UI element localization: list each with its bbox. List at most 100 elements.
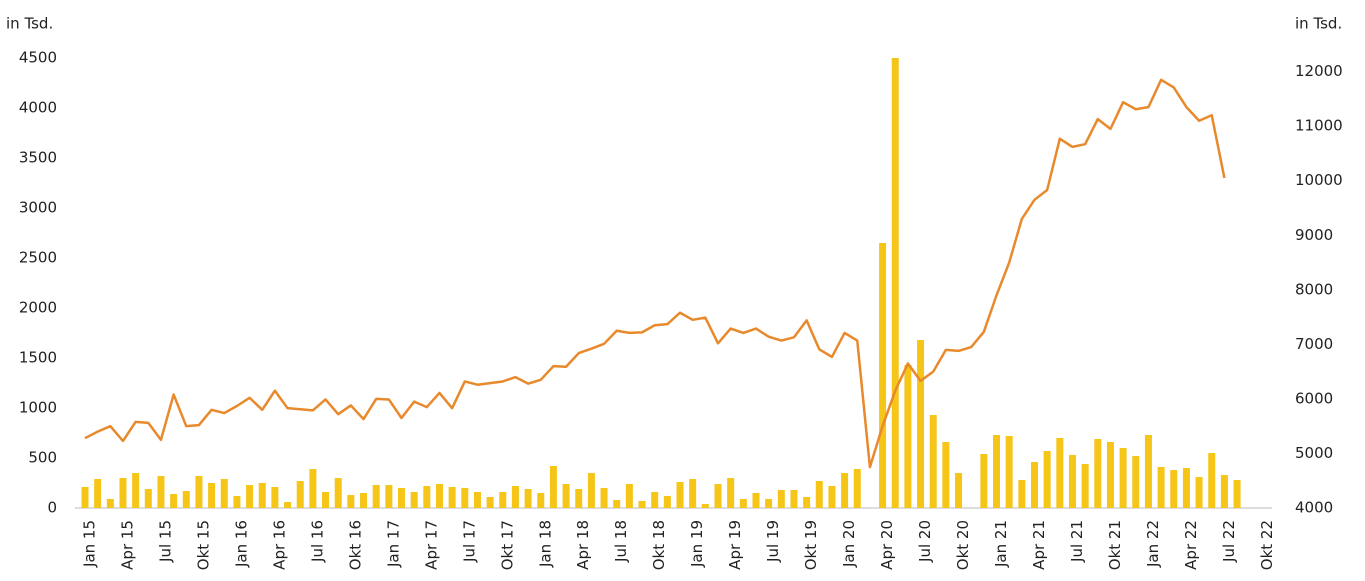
- bar: [208, 483, 216, 508]
- x-tick-label: Jan 18: [536, 520, 554, 568]
- bar: [511, 486, 519, 508]
- bar: [828, 486, 836, 508]
- bar: [473, 492, 481, 508]
- bar: [803, 497, 811, 508]
- bar: [410, 492, 418, 508]
- bar: [1068, 455, 1076, 508]
- bar: [1182, 468, 1190, 508]
- bar: [1195, 477, 1203, 508]
- bar: [347, 495, 355, 508]
- x-tick-label: Okt 22: [1258, 520, 1276, 570]
- y-tick-label: 1500: [19, 349, 57, 367]
- bar: [1081, 464, 1089, 508]
- bar: [524, 489, 532, 508]
- bar: [284, 502, 292, 508]
- bar: [81, 487, 89, 508]
- x-tick-label: Okt 16: [346, 520, 364, 570]
- bar: [1106, 442, 1114, 508]
- bar: [815, 481, 823, 508]
- bar: [600, 488, 608, 508]
- y2-tick-label: 12000: [1295, 62, 1343, 80]
- bar: [385, 485, 393, 508]
- y-tick-label: 500: [28, 449, 57, 467]
- y2-tick-label: 9000: [1295, 226, 1333, 244]
- bar: [1056, 438, 1064, 508]
- bar: [360, 493, 368, 508]
- bar: [1144, 435, 1152, 508]
- bar: [942, 442, 950, 508]
- bar: [195, 476, 203, 508]
- bar: [714, 484, 722, 508]
- x-tick-label: Jul 18: [612, 520, 630, 563]
- x-tick-label: Jan 21: [992, 520, 1010, 568]
- bar: [1170, 470, 1178, 508]
- bar: [119, 478, 127, 508]
- y2-tick-label: 4000: [1295, 499, 1333, 517]
- bar: [537, 493, 545, 508]
- bar: [1043, 451, 1051, 508]
- x-tick-label: Okt 20: [954, 520, 972, 570]
- bar: [651, 492, 659, 508]
- bar: [1233, 480, 1241, 508]
- bar: [258, 483, 266, 508]
- bar: [739, 499, 747, 508]
- bar: [575, 489, 583, 508]
- y2-tick-label: 11000: [1295, 117, 1343, 135]
- y2-tick-label: 10000: [1295, 171, 1343, 189]
- x-tick-label: Apr 21: [1030, 520, 1048, 570]
- y2-tick-label: 7000: [1295, 335, 1333, 353]
- x-tick-label: Okt 18: [650, 520, 668, 570]
- x-tick-label: Okt 17: [498, 520, 516, 570]
- bar: [701, 504, 709, 508]
- x-tick-label: Jul 20: [916, 520, 934, 563]
- bar: [372, 485, 380, 508]
- bar: [1005, 436, 1013, 508]
- x-tick-label: Apr 22: [1182, 520, 1200, 570]
- y-tick-label: 3000: [19, 199, 57, 217]
- x-tick-label: Jan 19: [688, 520, 706, 568]
- bar: [423, 486, 431, 508]
- bar: [271, 487, 279, 508]
- y2-axis-label: in Tsd.: [1295, 15, 1342, 33]
- bar: [765, 499, 773, 508]
- y2-tick-label: 6000: [1295, 389, 1333, 407]
- bar: [220, 479, 228, 508]
- x-tick-label: Apr 18: [574, 520, 592, 570]
- y-tick-label: 2000: [19, 299, 57, 317]
- bar: [917, 340, 925, 508]
- bar: [448, 487, 456, 508]
- bar: [486, 497, 494, 508]
- bar: [398, 488, 405, 508]
- bar: [1208, 453, 1216, 508]
- bar: [980, 454, 988, 508]
- bar: [638, 501, 646, 508]
- bar: [676, 482, 684, 508]
- bar: [689, 479, 697, 508]
- bar: [891, 58, 899, 508]
- bar: [727, 478, 735, 508]
- bar: [613, 500, 621, 508]
- bar: [625, 484, 633, 508]
- x-tick-label: Apr 17: [422, 520, 440, 570]
- x-tick-label: Jul 17: [460, 520, 478, 563]
- bar: [461, 488, 469, 508]
- bar: [1031, 462, 1038, 508]
- bar: [1132, 456, 1140, 508]
- x-tick-label: Jan 16: [232, 520, 250, 568]
- bar: [296, 481, 304, 508]
- bar: [841, 473, 849, 508]
- bar: [752, 493, 760, 508]
- x-tick-label: Jul 21: [1068, 520, 1086, 563]
- x-tick-label: Apr 16: [270, 520, 288, 570]
- x-tick-label: Okt 15: [194, 520, 212, 570]
- x-tick-label: Jul 16: [308, 520, 326, 563]
- bar: [182, 491, 190, 508]
- bar: [170, 494, 178, 508]
- y-tick-label: 4000: [19, 99, 57, 117]
- bar: [1018, 480, 1026, 508]
- bar: [587, 473, 595, 508]
- y-tick-label: 0: [47, 499, 57, 517]
- y-tick-label: 4500: [19, 49, 57, 67]
- bar: [144, 489, 152, 508]
